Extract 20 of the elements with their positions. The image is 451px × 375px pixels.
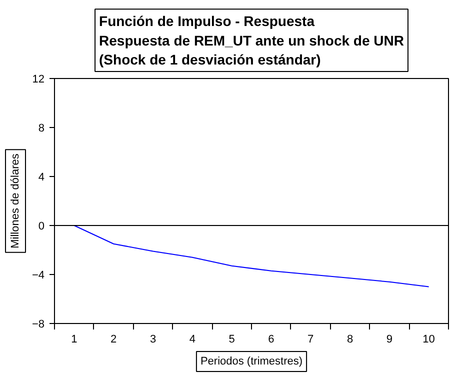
x-tick-label: 1	[71, 334, 78, 346]
y-tick-label: 12	[32, 74, 45, 86]
x-tick-label: 8	[346, 334, 354, 346]
x-axis-title: Periodos (trimestres)	[200, 356, 303, 368]
y-tick-label: −8	[32, 318, 45, 330]
x-tick-label: 2	[110, 334, 117, 346]
y-tick-label: 8	[38, 122, 45, 134]
x-tick-label: 5	[228, 334, 235, 346]
x-tick-label: 4	[189, 334, 196, 346]
y-tick-label: −4	[32, 270, 45, 282]
chart-subtitle: Respuesta de REM_UT ante un shock de UNR (Shock de 1 desviación estándar)	[99, 32, 404, 68]
x-tick-label: 7	[308, 334, 314, 346]
x-tick-label: 10	[422, 334, 435, 346]
y-tick-label: 4	[38, 172, 45, 184]
y-tick-label: 0	[38, 220, 45, 232]
x-tick-label: 3	[150, 334, 156, 346]
y-axis-title: Millones de dólares	[10, 153, 22, 248]
x-tick-label: 6	[268, 334, 274, 346]
x-tick-label: 9	[386, 334, 392, 346]
chart-title: Función de Impulso - Respuesta	[99, 13, 315, 30]
